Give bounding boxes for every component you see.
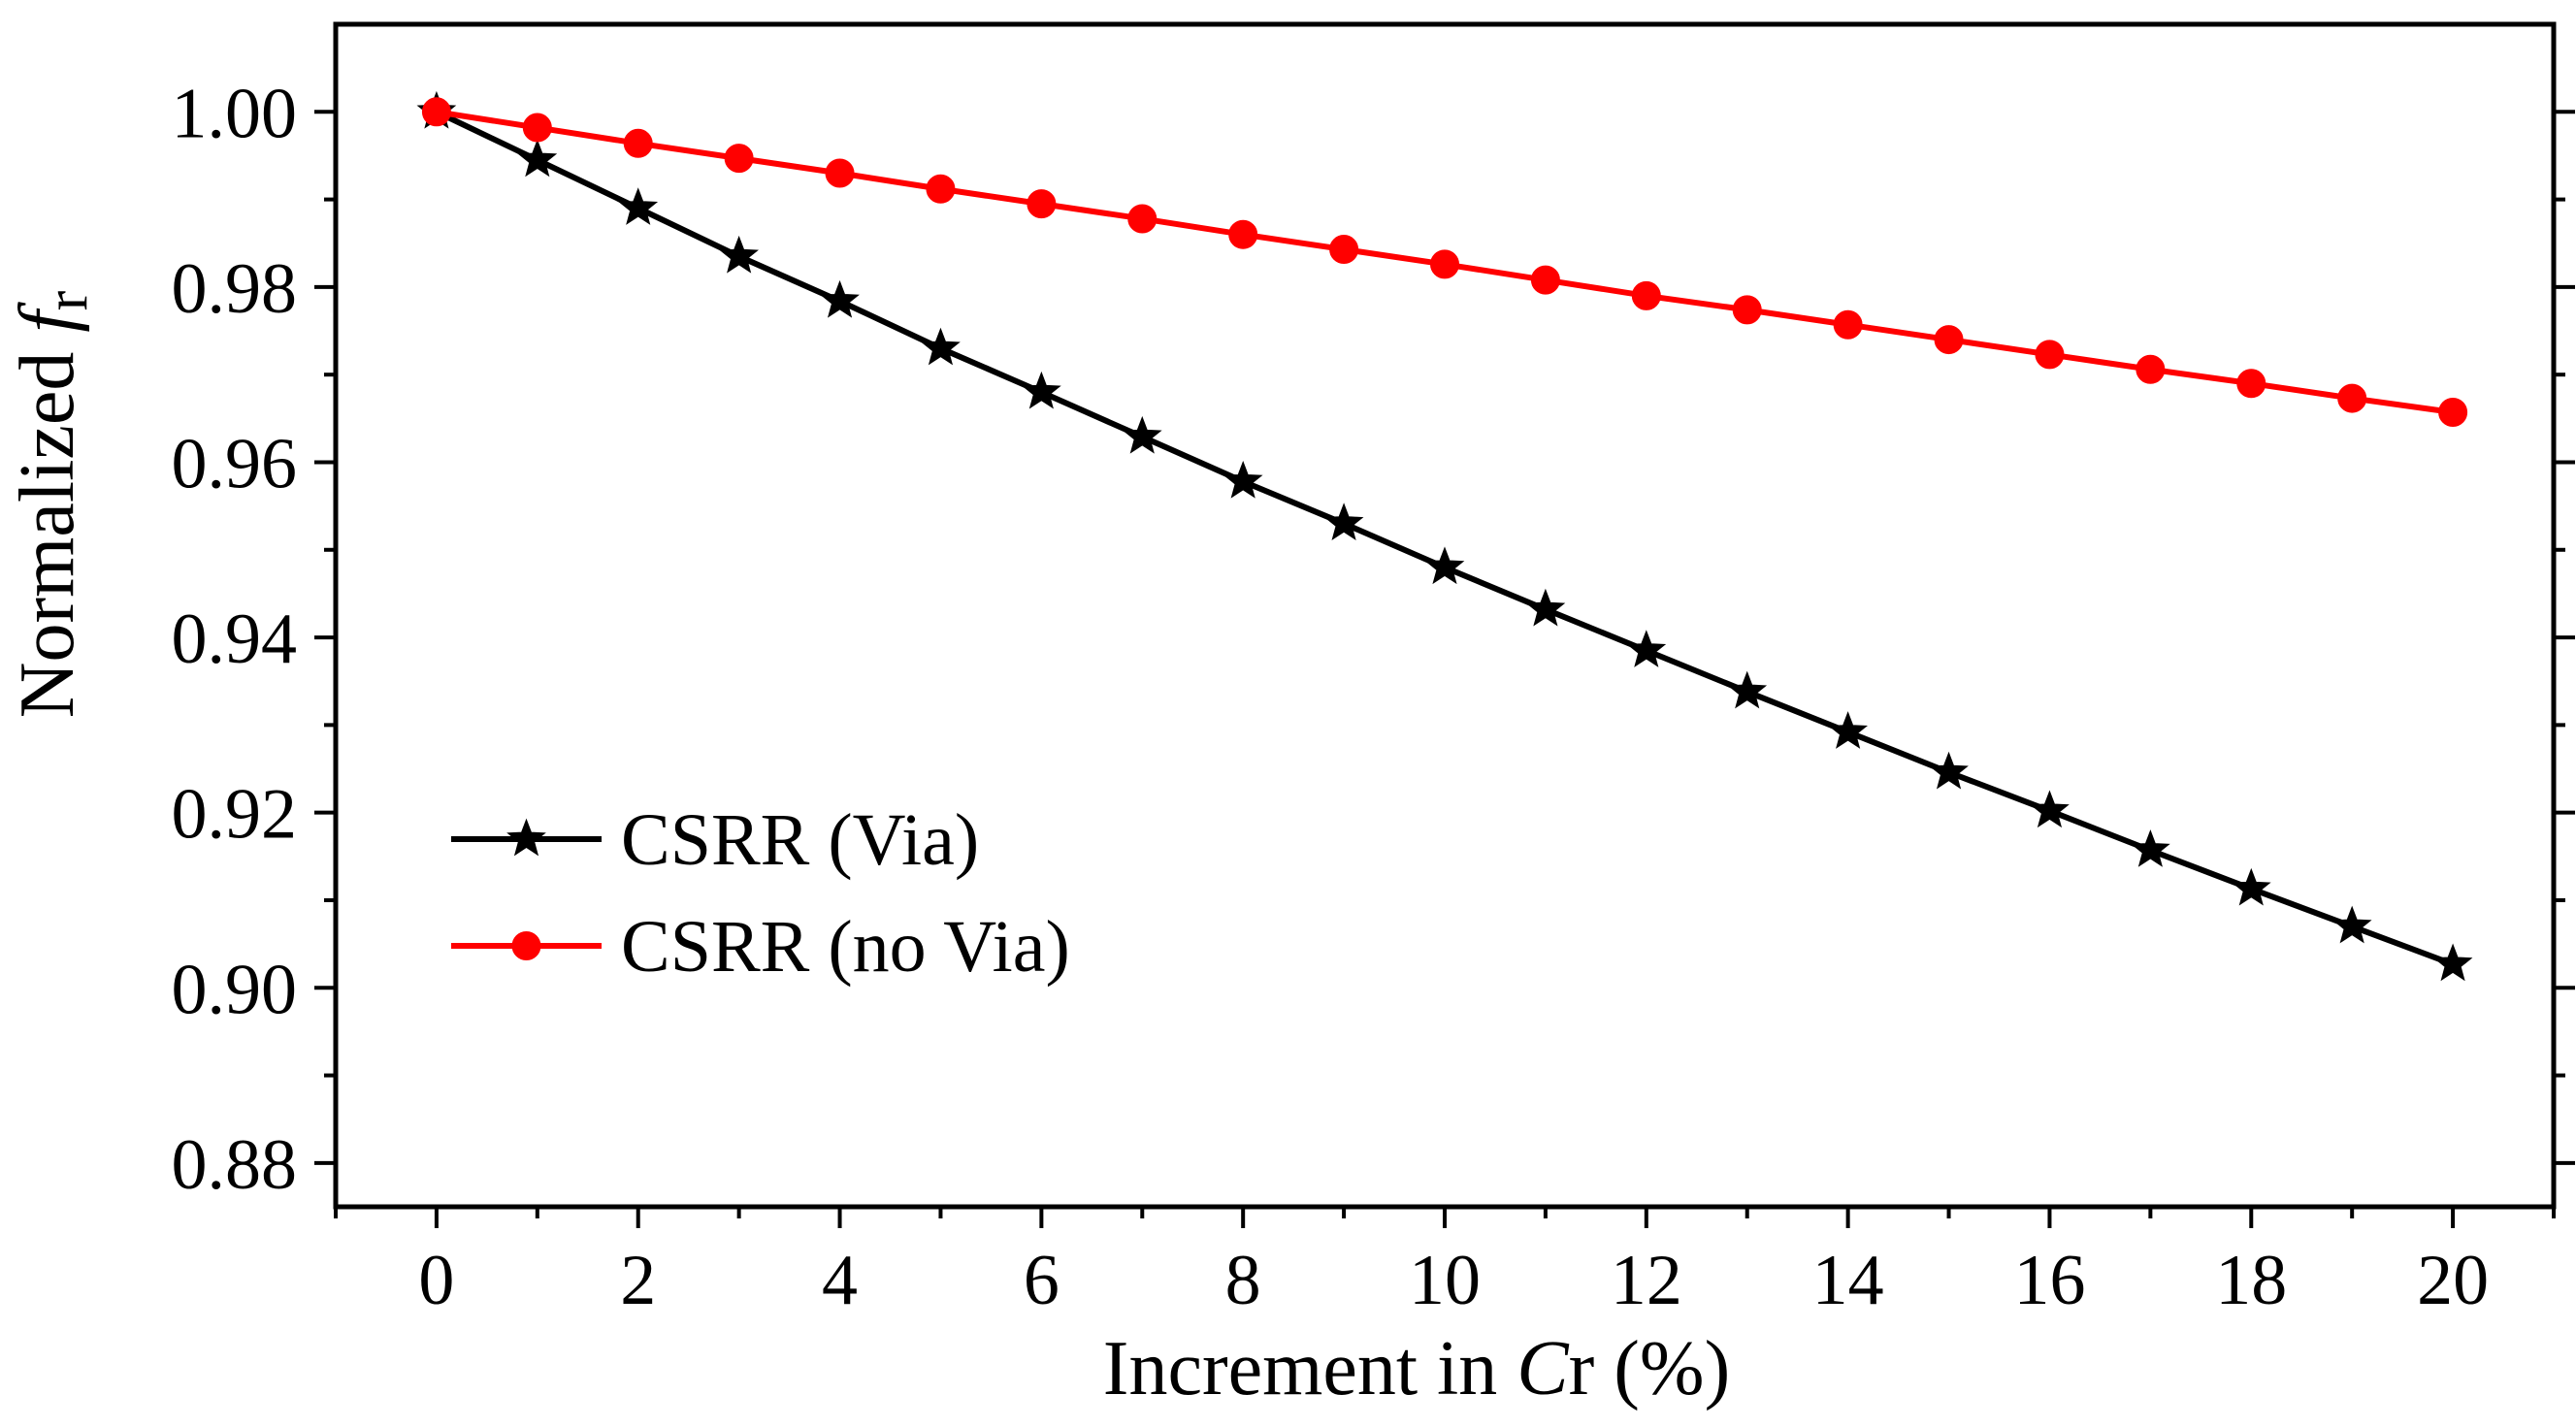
data-point-circle: [1228, 219, 1258, 249]
data-point-circle: [1631, 280, 1661, 310]
data-point-star: [921, 327, 961, 366]
y-tick-label: 0.94: [172, 600, 298, 679]
legend-item: CSRR (Via): [451, 799, 979, 881]
legend-marker: [506, 818, 546, 857]
data-point-star: [2432, 943, 2473, 982]
y-axis-title-subscript: r: [34, 290, 100, 310]
data-point-star: [2030, 790, 2070, 828]
x-axis-title-prefix: Increment in: [1103, 1326, 1516, 1411]
data-point-star: [1929, 751, 1969, 790]
data-point-star: [1828, 711, 1868, 749]
data-point-star: [2231, 867, 2271, 906]
y-tick-label: 0.92: [172, 775, 298, 855]
y-tick-label: 1.00: [172, 74, 298, 153]
x-tick-label: 14: [1812, 1241, 1884, 1320]
data-point-circle: [2236, 369, 2266, 399]
data-point-circle: [2136, 354, 2166, 384]
y-tick-label: 0.98: [172, 249, 298, 329]
x-tick-label: 16: [2013, 1241, 2085, 1320]
data-point-star: [1727, 670, 1768, 709]
plot-frame: [333, 21, 2557, 1210]
data-point-circle: [926, 174, 956, 204]
data-point-circle: [1329, 235, 1359, 265]
data-point-circle: [1127, 204, 1158, 234]
data-point-star: [1122, 415, 1162, 454]
axes-group: 0 2 4 6 8 10 12 14 16 18 20 0.88 0.90 0.92 0.94 0.96 0.9…: [172, 21, 2575, 1320]
legend-item: CSRR (no Via): [451, 906, 1070, 988]
x-tick-label: 10: [1409, 1241, 1481, 1320]
data-point-star: [1323, 503, 1364, 541]
data-point-circle: [1430, 249, 1459, 279]
data-point-circle: [1934, 325, 1964, 355]
data-point-circle: [2337, 383, 2367, 413]
y-axis-title: Normalized fr: [5, 290, 100, 718]
y-tick-label: 0.88: [172, 1125, 298, 1205]
y-tick-label: 0.90: [172, 950, 298, 1029]
data-point-star: [517, 139, 558, 178]
legend: CSRR (Via) CSRR (no Via): [451, 799, 1070, 988]
data-point-star: [1525, 588, 1566, 627]
data-point-circle: [2035, 340, 2065, 370]
data-point-circle: [1732, 295, 1762, 325]
data-point-circle: [421, 97, 451, 127]
data-point-star: [820, 279, 860, 318]
data-point-circle: [825, 158, 855, 188]
legend-label: CSRR (Via): [621, 799, 979, 881]
data-point-star: [1022, 371, 1061, 409]
data-point-circle: [2438, 398, 2468, 428]
x-tick-label: 18: [2215, 1241, 2287, 1320]
x-axis-title: Increment in Cr (%): [1103, 1326, 1730, 1411]
data-point-circle: [522, 113, 552, 143]
data-point-star: [1223, 460, 1263, 499]
x-tick-label: 2: [620, 1241, 656, 1320]
data-point-star: [1424, 546, 1465, 585]
x-tick-label: 12: [1611, 1241, 1682, 1320]
data-point-star: [2131, 829, 2170, 867]
data-point-star: [719, 235, 759, 274]
x-tick-label: 4: [822, 1241, 858, 1320]
legend-label: CSRR (no Via): [621, 906, 1070, 988]
data-point-circle: [724, 144, 754, 174]
y-axis-title-prefix: Normalized: [5, 333, 90, 719]
data-point-circle: [1027, 189, 1057, 219]
x-tick-label: 8: [1225, 1241, 1261, 1320]
x-tick-label: 0: [418, 1241, 454, 1320]
series-0: [416, 90, 2473, 982]
y-tick-label: 0.96: [172, 424, 298, 503]
data-point-circle: [623, 128, 653, 158]
data-point-star: [618, 187, 659, 225]
data-point-star: [2331, 905, 2372, 944]
x-tick-label: 20: [2417, 1241, 2489, 1320]
data-point-star: [1626, 630, 1667, 667]
series-group: [416, 90, 2473, 982]
data-point-circle: [1530, 265, 1560, 295]
data-point-circle: [1833, 309, 1863, 340]
legend-marker: [511, 931, 541, 960]
series-1: [421, 97, 2468, 428]
x-axis-title-suffix: r (%): [1569, 1326, 1731, 1411]
x-tick-label: 6: [1024, 1241, 1060, 1320]
x-axis-title-italic: C: [1516, 1326, 1570, 1411]
